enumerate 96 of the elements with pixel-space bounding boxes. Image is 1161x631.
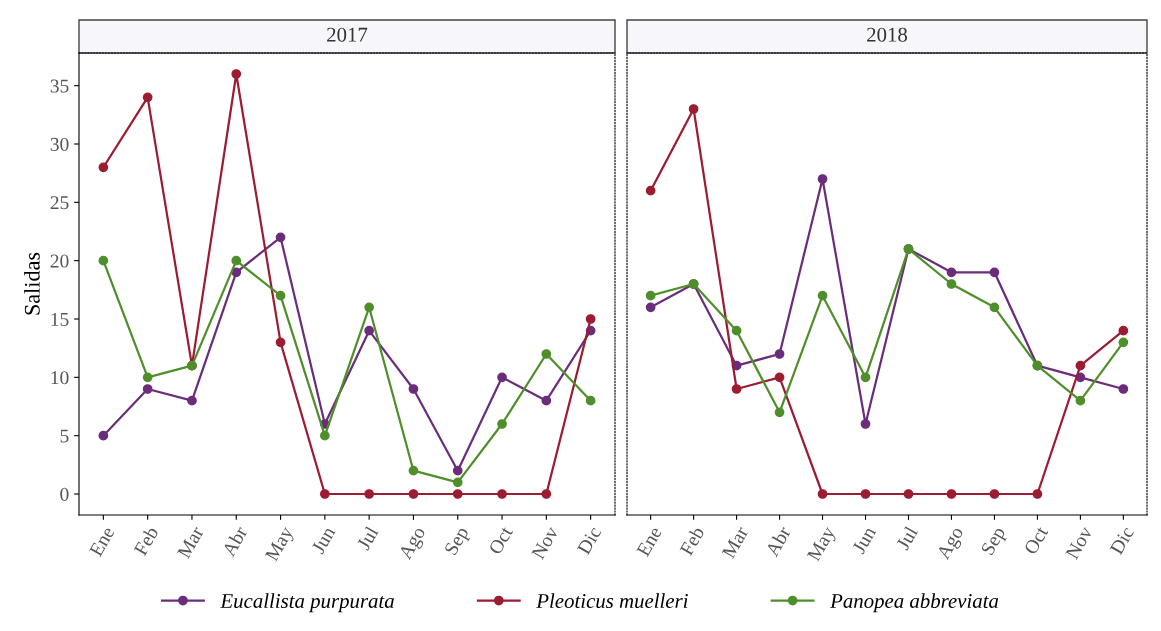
y-tick-label: 5 [60, 429, 69, 443]
point [585, 395, 596, 406]
point [319, 430, 330, 441]
point [452, 489, 463, 499]
point [98, 255, 109, 266]
point [364, 325, 375, 336]
x-tick-label: Mar [721, 525, 749, 560]
x-tick-label: Sep [444, 525, 473, 558]
point [1118, 337, 1129, 348]
legend-label: Eucallista purpurata [220, 593, 394, 613]
x-tick-label: Oct [488, 525, 514, 556]
point [946, 489, 957, 499]
point [541, 489, 552, 499]
legend-label: Pleoticus muelleri [536, 593, 688, 609]
y-tick-label: 30 [50, 137, 69, 151]
point [364, 489, 375, 499]
point [541, 349, 552, 359]
point [497, 372, 507, 383]
chart-title: 2017 [327, 27, 368, 42]
point [275, 337, 286, 348]
y-axis-title: Salidas [24, 252, 40, 315]
x-tick-label: Jul [895, 525, 919, 551]
y-tick-label: 15 [51, 312, 69, 326]
point [817, 489, 828, 499]
y-tick-label: 0 [60, 487, 69, 501]
x-tick-label: Dic [1109, 525, 1135, 556]
point [989, 267, 1000, 278]
point [142, 372, 153, 383]
point [231, 255, 242, 266]
point [1118, 325, 1129, 336]
point [645, 302, 656, 313]
point [774, 349, 785, 359]
point [497, 489, 507, 499]
point [231, 69, 242, 79]
x-tick-label: Jun [311, 525, 336, 555]
point [585, 314, 596, 324]
point [817, 174, 828, 184]
point [817, 290, 828, 301]
x-tick-label: Abr [764, 524, 792, 558]
point [774, 407, 785, 418]
y-tick-label: 10 [51, 371, 69, 385]
x-tick-label: Ene [636, 525, 663, 558]
x-tick-label: Nov [1065, 525, 1093, 561]
x-tick-label: Mar [177, 525, 205, 560]
point [1032, 489, 1043, 499]
y-tick-label: 20 [50, 254, 69, 268]
legend-label: Panopea abbreviata [830, 593, 999, 613]
point [1118, 384, 1129, 394]
y-tick-label: 25 [50, 196, 69, 210]
point [275, 290, 286, 301]
x-tick-label: Jun [851, 525, 877, 555]
point [142, 384, 153, 394]
point [860, 419, 871, 429]
point [860, 372, 871, 383]
point [989, 489, 1000, 499]
x-tick-label: Ago [936, 525, 968, 563]
point [774, 372, 785, 383]
x-tick-label: Feb [133, 525, 159, 557]
point [731, 384, 742, 394]
point [231, 267, 242, 278]
point [452, 477, 463, 488]
point [452, 465, 463, 476]
point [1075, 395, 1086, 406]
x-tick-label: Ago [398, 525, 430, 563]
x-tick-label: Nov [531, 525, 559, 561]
point [645, 290, 656, 301]
point [275, 232, 286, 243]
point [497, 419, 507, 429]
point [364, 302, 375, 313]
point [860, 489, 871, 499]
point [319, 489, 330, 499]
point [903, 489, 914, 499]
point [731, 325, 742, 336]
point [98, 430, 109, 441]
point [408, 489, 419, 499]
point [541, 395, 552, 406]
x-tick-label: Jul [356, 525, 379, 551]
point [946, 267, 957, 278]
point [989, 302, 1000, 313]
x-tick-label: Abr [221, 524, 248, 558]
point [98, 162, 109, 173]
chart-title: 2018 [867, 27, 908, 42]
point [408, 465, 419, 476]
x-tick-label: Feb [678, 525, 705, 557]
x-tick-label: Sep [980, 525, 1009, 558]
point [1075, 360, 1086, 371]
point [187, 395, 197, 406]
x-tick-label: Ene [89, 525, 115, 558]
x-tick-label: Oct [1023, 525, 1049, 556]
point [688, 104, 699, 114]
point [408, 384, 419, 394]
point [142, 92, 153, 103]
point [946, 279, 957, 289]
x-tick-label: Dic [576, 525, 602, 556]
y-tick-label: 35 [50, 79, 69, 93]
point [645, 185, 656, 196]
